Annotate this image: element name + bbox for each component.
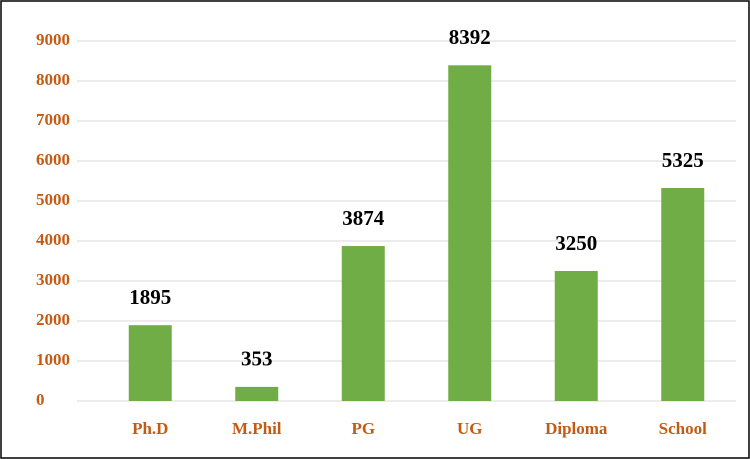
y-tick-label: 8000 [36,70,70,89]
x-tick-label: M.Phil [232,419,282,438]
bar [128,325,172,401]
data-label: 1895 [129,285,171,309]
y-tick-label: 7000 [36,110,70,129]
bar [661,188,705,401]
y-tick-label: 4000 [36,230,70,249]
data-label: 3250 [555,231,597,255]
data-label: 353 [241,347,273,371]
x-tick-label: Ph.D [132,419,168,438]
x-tick-label: School [659,419,707,438]
x-tick-label: Diploma [545,419,608,438]
x-tick-label: UG [457,419,483,438]
y-tick-label: 5000 [36,190,70,209]
bar [341,246,385,401]
y-tick-label: 0 [36,390,45,409]
y-tick-label: 6000 [36,150,70,169]
y-tick-label: 9000 [36,30,70,49]
bar [235,386,279,401]
y-tick-label: 2000 [36,310,70,329]
y-tick-label: 1000 [36,350,70,369]
data-label: 3874 [342,206,385,230]
data-label: 8392 [449,25,491,49]
x-tick-label: PG [351,419,375,438]
data-label: 5325 [662,148,704,172]
bar [448,65,492,401]
bar [554,271,598,401]
y-tick-label: 3000 [36,270,70,289]
